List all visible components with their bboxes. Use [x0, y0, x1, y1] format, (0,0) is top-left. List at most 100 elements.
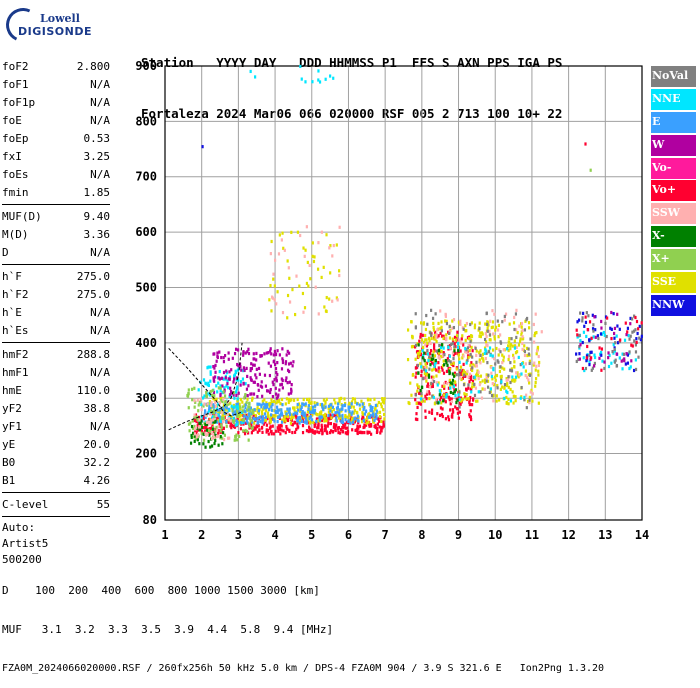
echo-point [199, 421, 202, 425]
echo-point [330, 416, 333, 420]
echo-point [375, 409, 378, 413]
echo-point [440, 401, 443, 405]
echo-point [635, 319, 639, 324]
echo-point [417, 343, 420, 347]
echo-point [212, 405, 215, 409]
echo-point [298, 418, 302, 422]
echo-point [255, 376, 258, 380]
echo-point [514, 399, 517, 403]
echo-point [372, 420, 376, 424]
echo-point [334, 428, 337, 432]
echo-point [633, 314, 636, 318]
echo-point [219, 393, 222, 398]
echo-point [338, 411, 341, 415]
echo-point [200, 425, 203, 429]
echo-point [319, 403, 322, 407]
echo-point [511, 390, 514, 394]
echo-point [236, 385, 239, 389]
echo-point [450, 362, 453, 366]
echo-point [334, 411, 337, 415]
echo-point [475, 399, 478, 403]
echo-point [276, 395, 279, 399]
echo-point [263, 412, 267, 416]
echo-point [212, 432, 215, 437]
echo-point [308, 427, 311, 431]
echo-point [488, 346, 492, 350]
echo-point [295, 416, 298, 420]
echo-point [484, 331, 487, 336]
echo-point [527, 347, 530, 351]
param-label: yF1 [2, 420, 22, 433]
echo-point [512, 353, 515, 357]
echo-point [358, 424, 362, 428]
echo-point [371, 408, 374, 413]
echo-point [594, 328, 597, 332]
echo-point [423, 365, 426, 370]
echo-point [444, 358, 447, 363]
echo-point [519, 339, 522, 343]
echo-point [432, 321, 435, 326]
echo-point [464, 324, 467, 328]
echo-point [487, 350, 490, 354]
echo-point [290, 230, 293, 234]
echo-point [322, 398, 326, 402]
echo-point [430, 408, 434, 412]
echo-point [301, 430, 305, 435]
echo-point [194, 430, 197, 434]
echo-point [379, 402, 383, 406]
echo-point [585, 334, 588, 339]
param-separator [2, 492, 110, 493]
echo-point [338, 397, 341, 401]
echo-point [464, 338, 467, 342]
echo-point [483, 378, 487, 382]
legend-entry: Vo- [651, 157, 696, 179]
echo-point [217, 431, 220, 435]
echo-point [429, 351, 432, 356]
echo-point [291, 430, 294, 435]
echo-point [266, 417, 269, 421]
echo-point [470, 334, 474, 339]
echo-point [248, 422, 251, 426]
echo-point [449, 402, 452, 406]
echo-point [380, 419, 383, 424]
echo-point [242, 369, 245, 373]
echo-point [439, 327, 442, 331]
x-tick-label: 12 [561, 528, 575, 542]
echo-point [263, 406, 266, 410]
echo-point [217, 428, 220, 433]
legend-entry: NNW [651, 294, 696, 316]
echo-point [584, 366, 588, 371]
echo-point [218, 369, 221, 374]
echo-point [468, 414, 471, 419]
echo-point [424, 362, 427, 366]
echo-point [195, 415, 198, 419]
echo-point [335, 296, 338, 300]
echo-point [505, 395, 508, 400]
echo-point [217, 376, 220, 380]
echo-point [473, 382, 476, 386]
echo-point [206, 383, 209, 387]
echo-point [448, 336, 452, 340]
echo-point [233, 405, 236, 409]
param-value: 1.85 [83, 186, 111, 199]
echo-point [214, 429, 217, 433]
echo-point [486, 329, 489, 333]
echo-point [315, 419, 318, 424]
echo-point [356, 414, 360, 418]
echo-point [432, 375, 435, 379]
echo-point [586, 344, 589, 349]
echo-point [257, 424, 260, 428]
echo-point [468, 400, 471, 405]
echo-point [228, 408, 231, 412]
echo-point [247, 408, 250, 412]
echo-point [207, 428, 211, 433]
echo-point [270, 352, 273, 356]
echo-point [443, 386, 446, 390]
echo-point [430, 357, 433, 361]
echo-point [382, 420, 385, 424]
echo-point [437, 348, 441, 353]
legend-entry: E [651, 111, 696, 133]
echo-point [244, 402, 247, 407]
echo-point [281, 347, 284, 351]
echo-point [251, 408, 254, 413]
